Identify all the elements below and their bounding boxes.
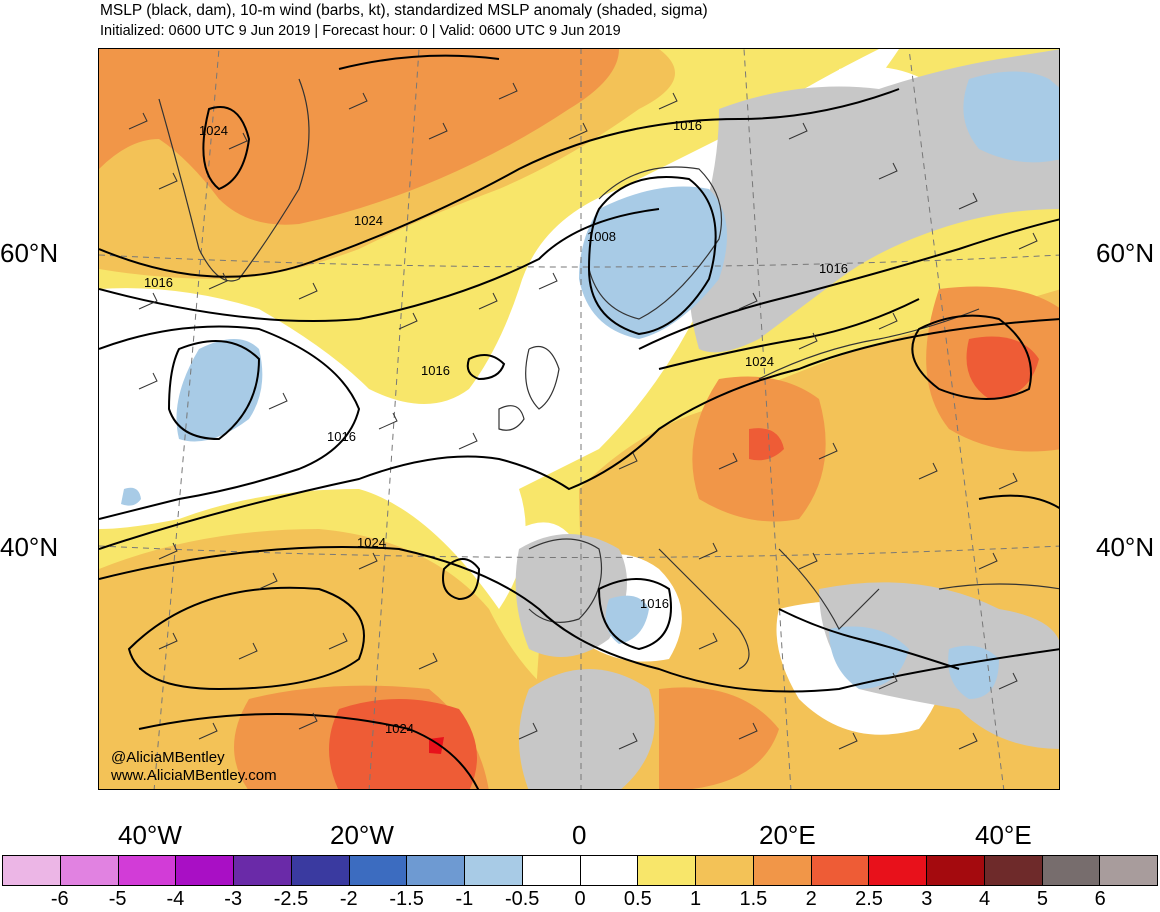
lon-label-20w: 20°W: [330, 820, 394, 850]
colorbar-swatch: [811, 856, 870, 885]
isobar-label: 1024: [354, 213, 383, 228]
lon-label-40w: 40°W: [118, 820, 182, 850]
isobar-label: 1008: [587, 229, 616, 244]
map-title: MSLP (black, dam), 10-m wind (barbs, kt)…: [100, 2, 708, 19]
colorbar-swatch: [753, 856, 812, 885]
lon-label-0: 0: [572, 820, 587, 850]
isobar-label: 1016: [673, 118, 702, 133]
colorbar-swatch: [176, 856, 234, 885]
isobar-label: 1024: [199, 123, 228, 138]
map-subtitle: Initialized: 0600 UTC 9 Jun 2019 | Forec…: [100, 23, 621, 39]
colorbar-tick-label: -0.5: [504, 888, 540, 910]
isobar-label: 1016: [421, 363, 450, 378]
isobar-labels: 1024 1016 1024 1008 1016 1016 1016 1024 …: [144, 118, 848, 736]
isobars: [99, 54, 1059, 789]
colorbar-tick-label: -3: [224, 888, 243, 910]
credit-site: www.AliciaMBentley.com: [111, 767, 277, 784]
isobar-label: 1024: [385, 721, 414, 736]
lat-label-40n-left: 40°N: [0, 532, 59, 562]
colorbar-swatch: [118, 856, 177, 885]
colorbar-swatch: [984, 856, 1043, 885]
credit-handle: @AliciaMBentley: [111, 749, 225, 766]
weather-map: 1024 1016 1024 1008 1016 1016 1016 1024 …: [98, 48, 1060, 790]
colorbar-tick-label: 6: [1094, 888, 1106, 910]
colorbar-swatch: [638, 856, 696, 885]
colorbar-swatch: [927, 856, 985, 885]
colorbar-swatch: [465, 856, 523, 885]
coastlines: [158, 78, 1059, 670]
lat-label-40n-right: 40°N: [1096, 532, 1155, 562]
colorbar-ticks: -6 -5 -4 -3 -2.5 -2 -1.5 -1 -0.5 0 0.5 1 1.5 2 2.5 3 4 5 6: [0, 888, 1160, 912]
colorbar-swatch: [1100, 856, 1157, 885]
colorbar-tick-label: 3: [921, 888, 933, 910]
colorbar-tick-label: 1: [690, 888, 702, 910]
colorbar-swatch: [580, 856, 639, 885]
colorbar-tick-label: -1.5: [389, 888, 424, 910]
lat-label-60n-right: 60°N: [1096, 238, 1155, 268]
colorbar-swatch: [3, 856, 61, 885]
isobar-label: 1016: [327, 429, 356, 444]
isobar-label: 1016: [144, 275, 173, 290]
lon-label-40e: 40°E: [975, 820, 1032, 850]
isobar-label: 1016: [640, 596, 669, 611]
colorbar-tick-label: 5: [1036, 888, 1048, 910]
colorbar-tick-label: 4: [979, 888, 991, 910]
colorbar-swatch: [60, 856, 119, 885]
isobar-label: 1024: [745, 354, 774, 369]
colorbar-tick-label: -2: [339, 888, 358, 910]
colorbar-tick-label: 2: [805, 888, 817, 910]
isobar-label: 1024: [357, 535, 386, 550]
colorbar-swatch: [234, 856, 292, 885]
colorbar-tick-label: 0.5: [623, 888, 652, 910]
wind-barbs: [128, 82, 1038, 750]
colorbar-tick-label: 2.5: [855, 888, 883, 910]
colorbar-swatch: [869, 856, 927, 885]
lat-label-60n-left: 60°N: [0, 238, 59, 268]
map-canvas: 1024 1016 1024 1008 1016 1016 1016 1024 …: [99, 49, 1059, 789]
colorbar-tick-label: -2.5: [273, 888, 309, 910]
colorbar-tick-label: -4: [166, 888, 185, 910]
colorbar-swatch: [349, 856, 408, 885]
colorbar-tick-label: -6: [50, 888, 69, 910]
anomaly-negative-zones: [121, 71, 1059, 699]
colorbar-swatch: [522, 856, 581, 885]
colorbar: [2, 855, 1158, 886]
lon-label-20e: 20°E: [759, 820, 816, 850]
colorbar-swatch: [1042, 856, 1101, 885]
colorbar-swatch: [291, 856, 350, 885]
colorbar-tick-label: 0: [574, 888, 586, 910]
colorbar-swatch: [696, 856, 754, 885]
colorbar-tick-label: -1: [455, 888, 474, 910]
isobar-label: 1016: [819, 261, 848, 276]
colorbar-tick-label: -5: [108, 888, 127, 910]
colorbar-tick-label: 1.5: [739, 888, 768, 910]
colorbar-swatch: [407, 856, 465, 885]
